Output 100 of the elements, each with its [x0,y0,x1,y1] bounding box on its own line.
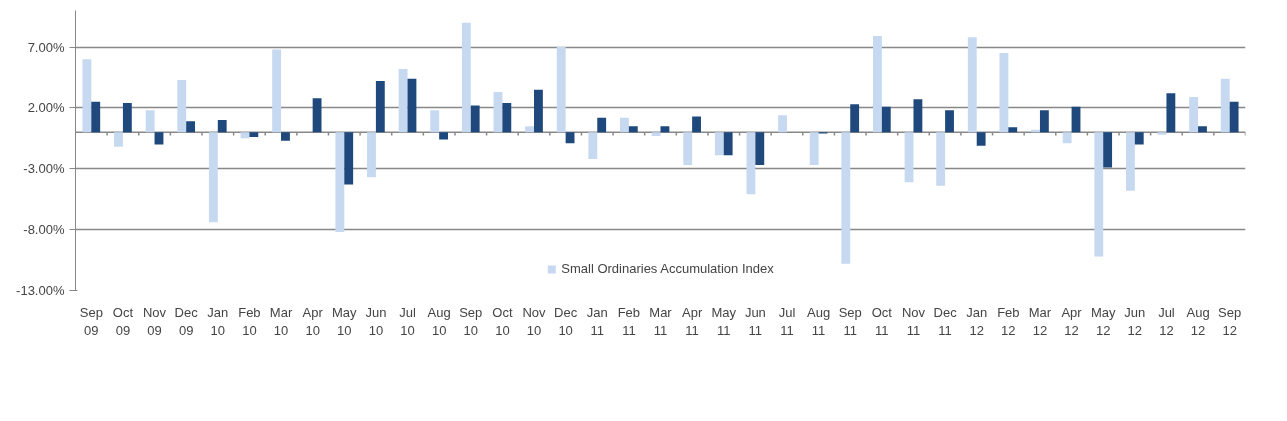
bar [945,110,954,133]
x-tick-label: Sep 11 [838,304,862,338]
bar [850,104,860,133]
bar [913,99,923,133]
bar [525,126,535,133]
bar [778,115,787,133]
bar [620,117,629,133]
bar [588,132,598,160]
bar [714,132,724,156]
x-tick-label: Feb 11 [617,304,641,338]
x-tick-label: Oct 11 [871,304,893,338]
bar [1198,126,1207,133]
bar [335,132,345,233]
x-tick-label: Jun 12 [1124,304,1146,338]
bar [841,132,851,264]
bar [1008,127,1018,133]
bar [651,132,661,136]
x-tick-label: Nov 09 [142,304,167,338]
bar [1229,101,1239,133]
bar [91,101,101,133]
x-tick-label: Jul 10 [399,304,416,338]
bar [556,47,566,133]
x-tick-label: Jan 11 [586,304,608,338]
bar [1094,132,1104,257]
bar [1039,110,1049,133]
x-tick-label: Mar 10 [269,304,293,338]
bar [628,126,638,133]
bar [281,132,290,141]
bar [82,59,92,133]
y-tick-label: 7.00% [27,39,65,55]
y-tick-label: 2.00% [27,100,65,116]
bar [249,132,259,138]
bar [430,110,440,133]
x-tick-label: Feb 12 [997,304,1020,338]
x-tick-label: Sep 10 [459,304,483,338]
bar [470,105,480,133]
bar [272,49,282,133]
x-tick-label: Mar 12 [1028,304,1052,338]
x-tick-label: Apr 11 [682,304,703,338]
x-tick-label: May 11 [711,304,737,338]
bar [723,132,733,156]
bar [439,132,448,140]
x-tick-label: Dec 11 [933,304,958,338]
x-tick-label: Jul 12 [1158,304,1175,338]
x-tick-label: Apr 12 [1061,304,1083,338]
bar [1166,93,1176,133]
x-tick-label: Dec 10 [554,304,578,338]
x-tick-label: Jun 10 [365,304,387,338]
bar [746,132,756,195]
bar [976,132,986,146]
bar [1125,132,1135,191]
bar [367,132,376,178]
bar [375,81,385,133]
x-tick-label: Aug 11 [807,304,831,338]
x-tick-label: Jul 11 [778,304,796,338]
bar [967,37,977,133]
bar [177,79,187,133]
bar [755,132,765,166]
bar [502,103,512,133]
bar [344,132,354,185]
y-tick-label: -3.00% [23,161,65,177]
x-tick-label: Jan 12 [966,304,988,338]
x-tick-label: Feb 10 [238,304,261,338]
x-tick-label: Jan 10 [207,304,229,338]
bar [534,89,543,133]
bar [904,132,914,183]
bar [312,98,322,133]
bar [1062,132,1072,144]
y-tick-label: -8.00% [23,222,65,238]
x-tick-label: Sep 09 [79,304,103,338]
x-tick-label: Oct 10 [492,304,513,338]
x-tick-label: Jun 11 [744,304,766,338]
bar [186,121,196,133]
bar [145,110,155,133]
bar [398,68,408,133]
x-tick-label: May 12 [1090,304,1116,338]
bar [122,103,132,133]
bar [1103,132,1113,168]
bar [208,132,218,223]
bar [881,106,891,133]
x-tick-label: Aug 12 [1186,304,1210,338]
y-tick-label: -13.00% [16,283,65,298]
x-tick-label: Dec 09 [174,304,199,338]
bar [873,36,882,133]
bar [1134,132,1144,145]
bar [597,117,607,133]
x-tick-label: Apr 10 [302,304,324,338]
x-tick-label: Sep 12 [1218,304,1242,338]
x-tick-label: May 10 [332,304,358,338]
bar [217,120,227,133]
legend-label: Small Ordinaries Accumulation Index [561,261,774,276]
x-tick-label: Nov 11 [901,304,926,338]
bar [1157,132,1167,135]
bar [692,116,701,133]
bar [461,22,471,133]
bar [683,132,693,166]
bar [1189,96,1199,133]
bar [114,132,123,147]
bar [1220,78,1230,133]
x-tick-label: Mar 11 [649,304,673,338]
